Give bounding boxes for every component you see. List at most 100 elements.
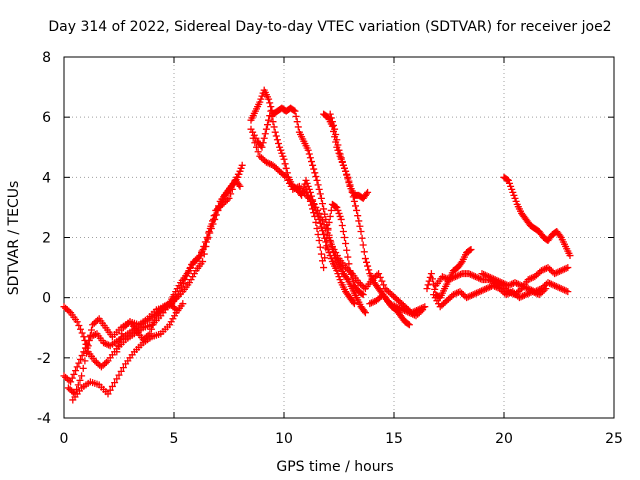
data-point <box>457 270 465 278</box>
data-point <box>359 241 367 249</box>
data-point <box>118 330 126 338</box>
data-point <box>210 212 218 220</box>
data-point <box>556 267 564 275</box>
data-point <box>544 279 552 287</box>
data-point <box>141 334 149 342</box>
data-point <box>423 285 431 293</box>
data-point <box>286 179 293 187</box>
series-track-l <box>366 291 427 320</box>
data-point <box>349 193 357 201</box>
data-point <box>183 272 191 280</box>
data-point <box>91 331 99 339</box>
data-point <box>489 282 497 290</box>
data-point <box>204 235 212 243</box>
data-point <box>514 280 522 288</box>
data-point <box>561 286 568 294</box>
data-point <box>188 261 196 269</box>
data-point <box>468 291 476 299</box>
data-point <box>338 221 346 229</box>
data-point <box>119 324 127 332</box>
data-point <box>517 293 525 301</box>
data-point <box>552 269 560 277</box>
data-point <box>464 293 472 301</box>
data-point <box>62 373 70 381</box>
data-point <box>417 307 425 315</box>
data-point <box>331 125 339 133</box>
data-point <box>492 283 500 291</box>
data-point <box>185 279 193 287</box>
data-point <box>171 312 179 320</box>
data-point <box>366 300 374 308</box>
data-point <box>552 282 560 290</box>
data-point <box>404 320 412 328</box>
data-point <box>94 360 102 368</box>
data-point <box>304 146 312 154</box>
data-point <box>504 290 512 298</box>
data-point <box>364 262 372 270</box>
data-point <box>200 250 208 258</box>
data-point <box>257 154 265 162</box>
data-point <box>73 318 81 326</box>
data-point <box>306 154 314 162</box>
data-point <box>101 340 109 348</box>
data-point <box>272 164 280 172</box>
data-point <box>166 321 174 329</box>
data-point <box>228 185 236 193</box>
data-point <box>512 291 520 299</box>
data-point <box>481 285 489 293</box>
data-point <box>278 149 286 157</box>
data-point <box>282 173 290 181</box>
data-point <box>364 188 372 196</box>
data-point <box>328 118 336 126</box>
data-point <box>405 309 413 317</box>
data-point <box>516 281 524 289</box>
data-point <box>347 185 355 193</box>
data-point <box>350 300 358 308</box>
data-point <box>327 114 335 122</box>
data-point <box>457 259 465 267</box>
data-point <box>456 288 464 296</box>
data-point <box>549 281 557 289</box>
data-point <box>79 364 87 372</box>
data-point <box>564 288 572 296</box>
data-point <box>267 107 275 115</box>
data-point <box>441 298 449 306</box>
data-point <box>323 234 331 242</box>
data-point <box>504 176 512 184</box>
series-track-p <box>478 270 572 296</box>
data-point <box>521 283 529 291</box>
data-point <box>167 318 175 326</box>
data-point <box>455 271 463 279</box>
data-point <box>237 164 245 172</box>
data-point <box>308 158 315 166</box>
data-point <box>184 268 192 276</box>
data-point <box>309 205 317 213</box>
x-tick-label: 15 <box>385 431 403 447</box>
data-point <box>181 276 189 284</box>
data-point <box>88 326 95 334</box>
data-point <box>259 155 267 163</box>
data-point <box>68 374 76 382</box>
data-point <box>482 285 490 293</box>
data-point <box>531 288 539 296</box>
data-point <box>397 305 405 313</box>
data-point <box>341 164 348 172</box>
data-point <box>74 381 82 389</box>
data-point <box>186 264 194 272</box>
data-point <box>111 379 119 387</box>
data-point <box>467 246 475 254</box>
data-point <box>503 176 511 184</box>
y-tick-label: -4 <box>37 411 51 427</box>
data-point <box>310 209 318 217</box>
data-point <box>327 238 335 246</box>
data-point <box>361 309 369 317</box>
data-point <box>466 246 474 254</box>
data-point <box>77 325 84 333</box>
data-point <box>261 130 269 138</box>
data-point <box>526 285 534 293</box>
data-point <box>343 170 351 178</box>
data-point <box>429 275 436 283</box>
data-point <box>116 336 124 344</box>
data-point <box>324 224 332 232</box>
data-point <box>276 167 284 175</box>
